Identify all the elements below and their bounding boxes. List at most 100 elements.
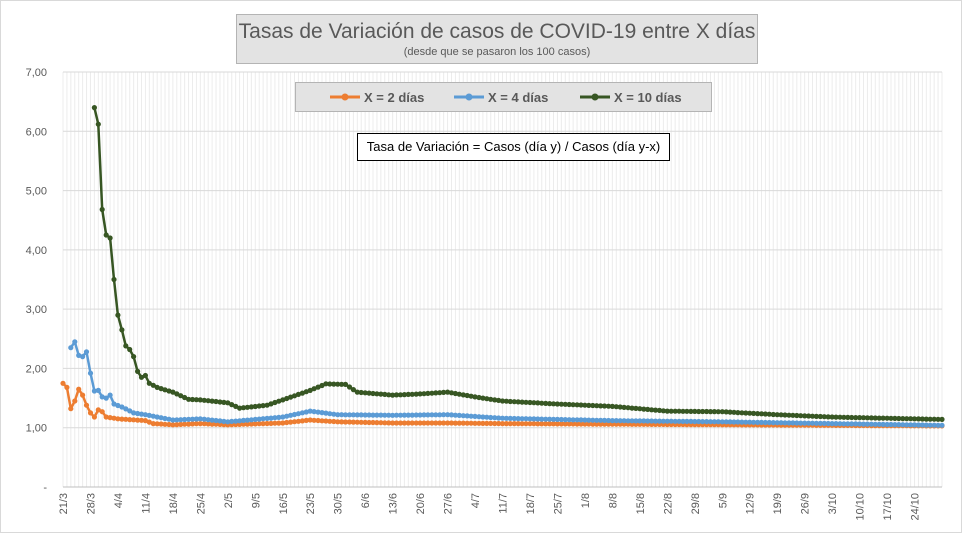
data-point [209, 417, 215, 423]
data-point [621, 418, 627, 424]
data-point [150, 421, 156, 427]
data-point [774, 420, 780, 426]
data-point [225, 419, 231, 425]
x-tick-label: 4/7 [470, 493, 482, 508]
data-point [441, 420, 447, 426]
data-point [617, 418, 623, 424]
data-point [731, 409, 737, 415]
data-point [433, 420, 439, 426]
data-point [719, 409, 725, 415]
data-point [158, 421, 164, 427]
data-point [280, 420, 286, 426]
data-point [413, 412, 419, 418]
data-point [468, 420, 474, 426]
data-point [115, 312, 121, 318]
data-point [515, 416, 521, 422]
data-point [390, 420, 396, 426]
data-point [284, 419, 290, 426]
data-point [641, 418, 647, 424]
data-point [413, 420, 419, 426]
data-point [762, 411, 769, 417]
data-point [558, 421, 565, 427]
x-tick-label: 2/5 [223, 493, 235, 508]
data-point [99, 409, 105, 415]
data-point [170, 417, 176, 423]
data-point [908, 416, 914, 422]
data-point [645, 418, 651, 424]
data-point [915, 416, 922, 422]
data-point [256, 416, 262, 422]
data-point [441, 389, 447, 395]
data-point [464, 392, 470, 399]
data-point [354, 419, 360, 425]
data-point [672, 408, 678, 414]
data-point [786, 420, 792, 426]
data-point [582, 402, 588, 408]
data-point [931, 416, 937, 422]
data-point [107, 415, 113, 421]
data-point [688, 408, 694, 414]
data-point [264, 420, 270, 427]
x-tick-label: 18/4 [168, 493, 180, 514]
data-point [527, 416, 533, 422]
data-point [319, 418, 325, 424]
data-point [625, 405, 631, 411]
data-point [421, 412, 427, 418]
data-point [747, 419, 753, 425]
data-point [437, 390, 443, 396]
data-point [272, 415, 278, 421]
data-point [531, 421, 537, 427]
data-point [911, 422, 918, 428]
x-tick-label: 3/10 [827, 493, 839, 514]
data-point [448, 412, 455, 418]
data-point [488, 396, 494, 402]
data-point [927, 422, 933, 428]
data-point [260, 416, 266, 422]
data-point [393, 420, 400, 426]
data-point [594, 417, 600, 423]
data-point [401, 392, 407, 398]
data-point [652, 418, 659, 424]
data-point [523, 416, 529, 422]
data-point [535, 421, 541, 427]
data-point [668, 408, 674, 414]
data-point [166, 421, 172, 428]
data-point [762, 419, 769, 426]
data-point [880, 415, 886, 421]
data-point [315, 384, 321, 390]
data-point [633, 418, 639, 424]
data-point [248, 404, 254, 410]
data-point [425, 390, 431, 396]
data-point [570, 402, 576, 408]
data-point [864, 415, 871, 421]
data-point [429, 390, 435, 396]
data-point [186, 421, 192, 427]
data-point [550, 401, 557, 407]
data-point [303, 389, 309, 395]
data-point [566, 417, 572, 423]
data-point [790, 420, 796, 426]
data-point [755, 419, 761, 425]
data-point [146, 380, 152, 386]
data-point [915, 422, 922, 428]
data-point [876, 415, 882, 421]
data-point [574, 402, 580, 408]
y-tick-label: - [43, 482, 47, 494]
x-tick-label: 11/4 [140, 493, 152, 514]
data-point [142, 412, 148, 418]
data-point [766, 419, 772, 426]
data-point [217, 418, 223, 424]
data-point [562, 421, 568, 427]
data-point [711, 409, 718, 415]
data-point [119, 327, 125, 333]
data-point [829, 414, 835, 420]
x-tick-label: 12/9 [745, 493, 757, 514]
data-point [146, 412, 152, 418]
data-point [511, 415, 517, 422]
x-tick-label: 25/4 [195, 493, 207, 514]
data-point [83, 349, 90, 355]
data-point [350, 419, 356, 425]
x-tick-label: 27/6 [443, 493, 455, 514]
data-point [260, 403, 266, 409]
